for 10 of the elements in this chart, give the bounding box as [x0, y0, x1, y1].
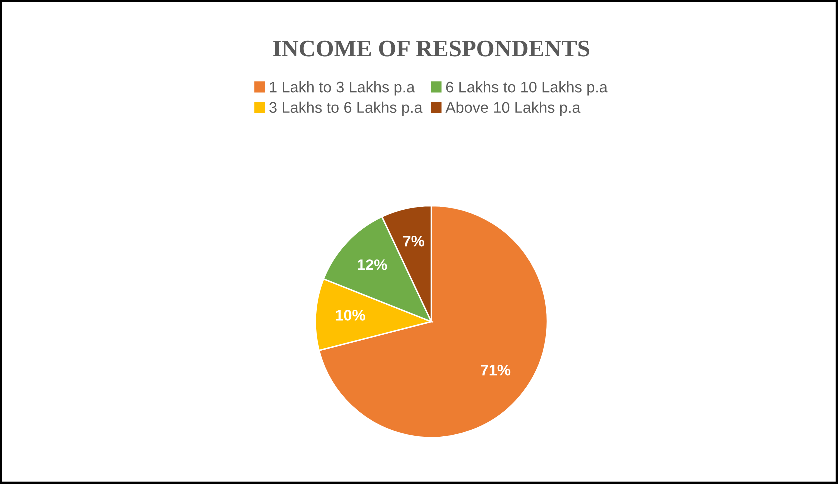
legend-label: 6 Lakhs to 10 Lakhs p.a: [446, 82, 608, 96]
legend-label: 3 Lakhs to 6 Lakhs p.a: [270, 102, 423, 116]
data-label: 12%: [358, 260, 388, 270]
data-label: 10%: [336, 310, 366, 321]
legend-label: Above 10 Lakhs p.a: [446, 102, 581, 116]
pie-slice: [318, 205, 548, 439]
chart-title: INCOME OF RESPONDENTS: [273, 40, 590, 57]
data-label: 71%: [481, 364, 511, 376]
data-label: 7%: [403, 236, 424, 247]
legend-label: 1 Lakh to 3 Lakhs p.a: [270, 82, 416, 96]
